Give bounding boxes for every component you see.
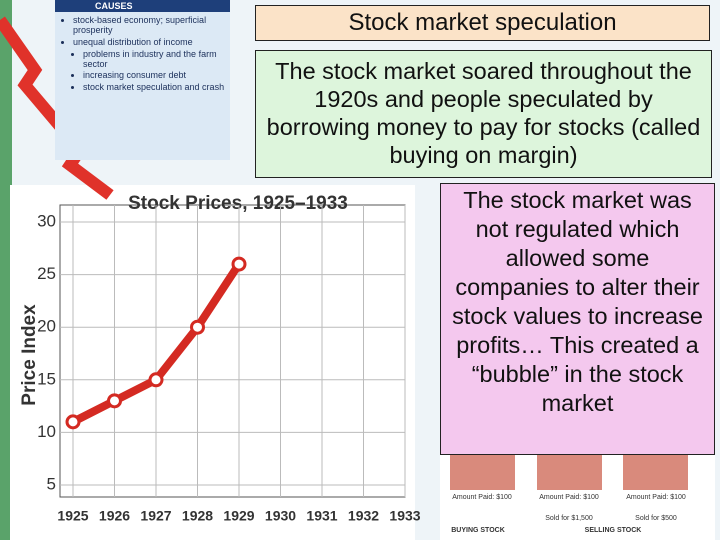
- callout-box: The stock market was not regulated which…: [440, 183, 715, 455]
- paid-label: Amount Paid: $100: [626, 494, 686, 501]
- x-tick-label: 1931: [306, 508, 337, 524]
- chart-panel: [10, 185, 415, 540]
- point: [107, 393, 122, 409]
- y-tick-label: 25: [37, 264, 56, 283]
- point: [148, 372, 164, 388]
- point: [65, 414, 81, 430]
- point: [190, 319, 205, 335]
- y-tick-label: 30: [37, 211, 56, 230]
- x-tick-label: 1932: [348, 508, 379, 524]
- sold-label: Sold for $1,500: [545, 515, 593, 522]
- x-tick-label: 1933: [389, 508, 420, 524]
- title-box: Stock market speculation: [255, 5, 710, 41]
- callout-text: The stock market was not regulated which…: [452, 187, 703, 416]
- y-tick-label: 20: [37, 317, 56, 336]
- sold-label: Sold for $500: [635, 515, 677, 522]
- caption: SELLING STOCK: [585, 527, 642, 534]
- y-axis-label: Price Index: [19, 304, 40, 406]
- y-tick-label: 5: [47, 474, 56, 493]
- cause-item: unequal distribution of income: [73, 37, 230, 48]
- x-tick-label: 1927: [140, 508, 171, 524]
- cause-item: stock market speculation and crash: [83, 82, 230, 93]
- slide-title: Stock market speculation: [348, 9, 617, 36]
- cause-item: increasing consumer debt: [83, 71, 230, 81]
- y-tick-label: 10: [37, 422, 56, 441]
- stock-column: [450, 455, 515, 490]
- body-text: The stock market soared throughout the 1…: [266, 58, 701, 168]
- stock-column: [537, 455, 602, 490]
- stock-column: [623, 455, 688, 490]
- chart-title: Stock Prices, 1925–1933: [128, 193, 348, 214]
- paid-label: Amount Paid: $100: [452, 494, 512, 501]
- x-tick-label: 1930: [265, 508, 296, 524]
- point: [231, 256, 247, 272]
- y-tick-label: 15: [37, 369, 56, 388]
- causes-heading: CAUSES: [55, 0, 230, 12]
- x-tick-label: 1926: [99, 508, 130, 524]
- left-strip: [0, 0, 12, 540]
- x-tick-label: 1928: [182, 508, 213, 524]
- paid-label: Amount Paid: $100: [539, 494, 599, 501]
- cause-item: stock-based economy; superficial prosper…: [73, 15, 230, 36]
- x-tick-label: 1925: [57, 508, 88, 524]
- cause-item: problems in industry and the farm sector: [83, 49, 230, 70]
- causes-panel: CAUSES stock-based economy; superficial …: [55, 0, 230, 160]
- caption: BUYING STOCK: [451, 527, 505, 534]
- causes-list: stock-based economy; superficial prosper…: [55, 15, 230, 93]
- body-box: The stock market soared throughout the 1…: [255, 50, 712, 178]
- x-tick-label: 1929: [223, 508, 254, 524]
- decline-arrow: [0, 16, 114, 200]
